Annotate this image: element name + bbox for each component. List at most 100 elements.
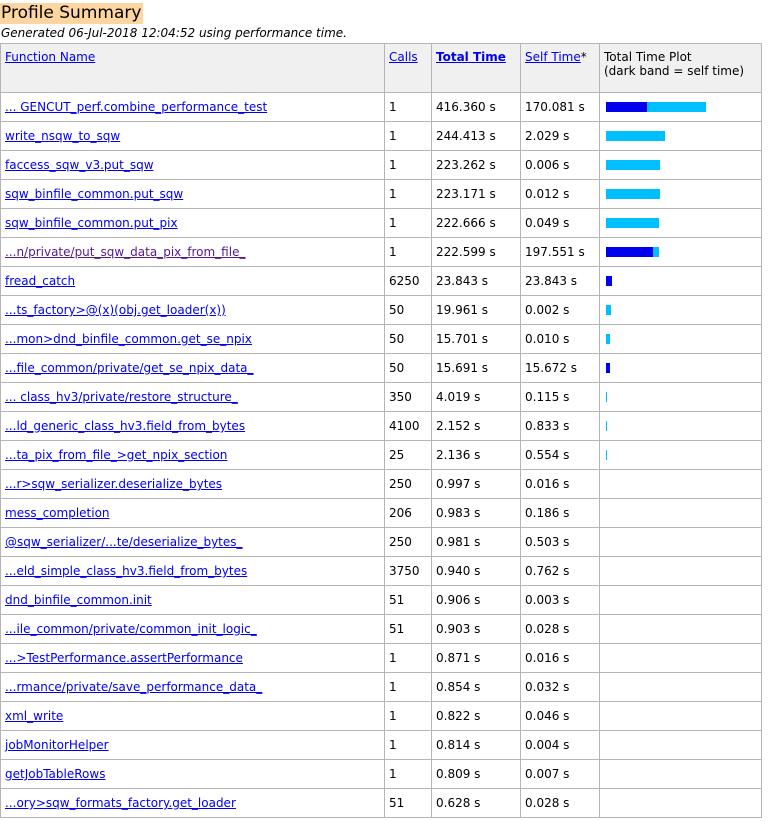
self-time-cell: 15.672 s — [520, 353, 600, 383]
calls-cell: 51 — [384, 614, 432, 644]
time-bar — [606, 247, 755, 257]
calls-cell: 50 — [384, 353, 432, 383]
calls-cell: 1 — [384, 643, 432, 673]
time-bar — [606, 102, 755, 112]
function-link[interactable]: fread_catch — [5, 274, 76, 288]
function-link[interactable]: sqw_binfile_common.put_sqw — [5, 187, 184, 201]
function-link[interactable]: ...ory>sqw_formats_factory.get_loader — [5, 796, 236, 810]
calls-cell: 1 — [384, 179, 432, 209]
calls-cell: 1 — [384, 121, 432, 151]
table-row: ...r>sqw_serializer.deserialize_bytes 250… — [0, 469, 762, 499]
total-time-cell: 0.854 s — [431, 672, 521, 702]
table-row: ...rmance/private/save_performance_data_… — [0, 672, 762, 702]
time-bar — [606, 508, 755, 518]
function-name-cell: ...ta_pix_from_file_>get_npix_section — [0, 440, 385, 470]
function-name-cell: write_nsqw_to_sqw — [0, 121, 385, 151]
function-link[interactable]: ...ta_pix_from_file_>get_npix_section — [5, 448, 228, 462]
total-time-cell: 223.171 s — [431, 179, 521, 209]
function-name-cell: ...rmance/private/save_performance_data_ — [0, 672, 385, 702]
self-time-cell: 0.503 s — [520, 527, 600, 557]
header-function-name: Function Name — [0, 43, 385, 93]
function-name-cell: ...ile_common/private/common_init_logic_ — [0, 614, 385, 644]
self-time-cell: 0.003 s — [520, 585, 600, 615]
function-link[interactable]: ...file_common/private/get_se_npix_data_ — [5, 361, 254, 375]
generated-info: Generated 06-Jul-2018 12:04:52 using per… — [1, 26, 347, 40]
time-bar — [606, 334, 755, 344]
calls-cell: 1 — [384, 208, 432, 238]
self-time-cell: 0.554 s — [520, 440, 600, 470]
time-plot-cell — [599, 614, 762, 644]
function-link[interactable]: ... GENCUT_perf.combine_performance_test — [5, 100, 268, 114]
calls-cell: 1 — [384, 672, 432, 702]
function-name-cell: mess_completion — [0, 498, 385, 528]
sort-by-self-time-link[interactable]: Self Time — [525, 50, 581, 64]
function-link[interactable]: ...ile_common/private/common_init_logic_ — [5, 622, 257, 636]
self-time-cell: 0.833 s — [520, 411, 600, 441]
self-time-bar — [606, 363, 610, 373]
function-link[interactable]: ...eld_simple_class_hv3.field_from_bytes — [5, 564, 248, 578]
total-time-cell: 0.997 s — [431, 469, 521, 499]
total-time-cell: 23.843 s — [431, 266, 521, 296]
function-link[interactable]: ...mon>dnd_binfile_common.get_se_npix — [5, 332, 252, 346]
calls-cell: 250 — [384, 527, 432, 557]
function-link[interactable]: @sqw_serializer/...te/deserialize_bytes_ — [5, 535, 243, 549]
table-row: dnd_binfile_common.init 51 0.906 s 0.003 s — [0, 585, 762, 615]
function-link[interactable]: ...rmance/private/save_performance_data_ — [5, 680, 263, 694]
function-link[interactable]: ...ld_generic_class_hv3.field_from_bytes — [5, 419, 246, 433]
sort-by-calls-link[interactable]: Calls — [389, 50, 418, 64]
self-time-cell: 0.046 s — [520, 701, 600, 731]
total-time-cell: 15.701 s — [431, 324, 521, 354]
function-link[interactable]: ...>TestPerformance.assertPerformance — [5, 651, 243, 665]
table-row: getJobTableRows 1 0.809 s 0.007 s — [0, 759, 762, 789]
function-link[interactable]: xml_write — [5, 709, 64, 723]
time-plot-cell — [599, 150, 762, 180]
sort-by-total-time-link[interactable]: Total Time — [436, 50, 506, 64]
time-bar — [606, 479, 755, 489]
time-bar — [606, 537, 755, 547]
function-link[interactable]: getJobTableRows — [5, 767, 106, 781]
function-name-cell: ...ts_factory>@(x)(obj.get_loader(x)) — [0, 295, 385, 325]
calls-cell: 250 — [384, 469, 432, 499]
table-row: ... GENCUT_perf.combine_performance_test… — [0, 92, 762, 122]
self-time-cell: 0.049 s — [520, 208, 600, 238]
calls-cell: 3750 — [384, 556, 432, 586]
function-link[interactable]: jobMonitorHelper — [5, 738, 109, 752]
self-time-cell: 2.029 s — [520, 121, 600, 151]
table-row: ...>TestPerformance.assertPerformance 1 0.… — [0, 643, 762, 673]
sort-by-function-name-link[interactable]: Function Name — [5, 50, 96, 64]
time-bar — [606, 566, 755, 576]
time-bar — [606, 131, 755, 141]
function-name-cell: ... GENCUT_perf.combine_performance_test — [0, 92, 385, 122]
function-link[interactable]: sqw_binfile_common.put_pix — [5, 216, 178, 230]
function-name-cell: fread_catch — [0, 266, 385, 296]
function-link[interactable]: write_nsqw_to_sqw — [5, 129, 121, 143]
time-bar — [606, 363, 755, 373]
time-bar — [606, 160, 755, 170]
function-link[interactable]: ...n/private/put_sqw_data_pix_from_file_ — [5, 245, 246, 259]
self-time-cell: 0.010 s — [520, 324, 600, 354]
function-link[interactable]: ...r>sqw_serializer.deserialize_bytes — [5, 477, 223, 491]
total-time-bar — [606, 160, 660, 170]
function-link[interactable]: faccess_sqw_v3.put_sqw — [5, 158, 154, 172]
self-time-cell: 0.002 s — [520, 295, 600, 325]
time-plot-cell — [599, 411, 762, 441]
time-plot-cell — [599, 498, 762, 528]
function-name-cell: faccess_sqw_v3.put_sqw — [0, 150, 385, 180]
calls-cell: 1 — [384, 150, 432, 180]
function-link[interactable]: ...ts_factory>@(x)(obj.get_loader(x)) — [5, 303, 226, 317]
total-time-cell: 222.666 s — [431, 208, 521, 238]
time-bar — [606, 798, 755, 808]
table-row: sqw_binfile_common.put_sqw 1 223.171 s 0.01… — [0, 179, 762, 209]
function-link[interactable]: mess_completion — [5, 506, 110, 520]
header-total-time: Total Time — [431, 43, 521, 93]
function-link[interactable]: dnd_binfile_common.init — [5, 593, 152, 607]
self-time-cell: 0.016 s — [520, 643, 600, 673]
table-header-row: Function Name Calls Total Time Self Time… — [0, 43, 762, 93]
profile-table: Function Name Calls Total Time Self Time… — [0, 43, 762, 818]
table-row: ...mon>dnd_binfile_common.get_se_npix 50 1… — [0, 324, 762, 354]
self-time-footnote-marker: * — [580, 50, 587, 64]
function-link[interactable]: ... class_hv3/private/restore_structure_ — [5, 390, 238, 404]
total-time-cell: 2.136 s — [431, 440, 521, 470]
time-bar — [606, 392, 755, 402]
table-row: jobMonitorHelper 1 0.814 s 0.004 s — [0, 730, 762, 760]
